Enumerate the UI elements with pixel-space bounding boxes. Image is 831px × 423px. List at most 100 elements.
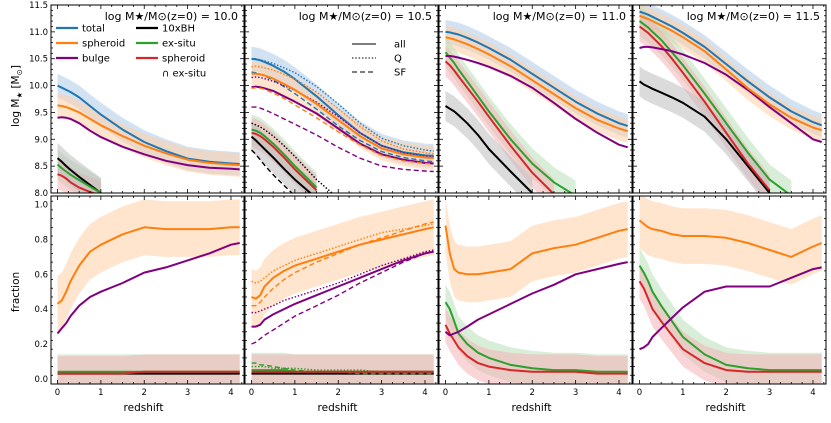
x-tick-label: 1 <box>680 388 685 398</box>
x-axis: 0 1 2 3 4 redshift <box>249 196 437 414</box>
y-tick-label: 1.0 <box>34 201 48 211</box>
y-tick-label: 10.0 <box>29 82 48 92</box>
band-spheroid <box>639 196 822 285</box>
x-tick-label: 3 <box>573 388 578 398</box>
series-10xBH <box>56 157 102 193</box>
panel-1-mass: 8.0 8.5 9.0 9.5 10.0 10.5 11.0 11.5 log M★/M⊙(z=… <box>29 1 245 199</box>
x-axis-label: redshift <box>706 402 746 414</box>
style-label: Q <box>394 54 402 65</box>
y-tick-label: 0.0 <box>34 375 48 385</box>
y-axis: 8.0 8.5 9.0 9.5 10.0 10.5 11.0 11.5 <box>29 1 244 199</box>
x-tick-label: 2 <box>530 388 535 398</box>
legend-label: bulge <box>82 54 110 65</box>
series-spheroid <box>444 225 628 276</box>
legend-label: 10xBH <box>162 24 195 35</box>
series-spheroid_all <box>251 72 434 160</box>
series-ex-situ <box>56 163 102 193</box>
style-legend: all Q SF <box>352 40 406 79</box>
style-label: all <box>394 40 406 51</box>
legend-label: spheroid <box>162 54 205 65</box>
panel-frame <box>50 4 245 194</box>
y-axis <box>245 200 438 385</box>
series-bulge_all <box>251 85 434 165</box>
legend-label: ex-situ <box>162 39 196 50</box>
x-axis-label: redshift <box>124 402 164 414</box>
band-10xBH <box>445 90 533 193</box>
series-total <box>445 30 628 127</box>
series-10xBH_all <box>250 135 312 193</box>
axis-labels: log M★ [M⊙] fraction <box>10 65 24 312</box>
series-ex-situ_SF <box>251 362 434 375</box>
series-bulge_SF <box>251 106 434 173</box>
plot-area <box>638 5 823 193</box>
panel-2-mass: log M★/M⊙(z=0) = 10.5 <box>244 4 439 194</box>
series-spheroid_exsitu <box>57 370 240 375</box>
panel-1-fraction: 0 1 2 3 4 redshift 0.0 0.2 0.4 0.6 0.8 1.0 <box>34 195 245 414</box>
x-axis-label: redshift <box>512 402 552 414</box>
y-tick-label: 0.8 <box>34 236 48 246</box>
band-spheroid <box>57 199 240 332</box>
x-tick-label: 3 <box>767 388 772 398</box>
series-spheroid <box>56 226 240 305</box>
x-axis <box>639 5 825 193</box>
y-tick-label: 9.0 <box>34 135 48 145</box>
series-spheroid_exsitu_all <box>251 131 318 192</box>
series-bulge <box>639 266 822 351</box>
series-bulge <box>444 261 628 337</box>
y-tick-label: 11.5 <box>29 1 48 11</box>
series-spheroid <box>639 14 822 132</box>
series-spheroid_exsitu <box>444 60 555 193</box>
series-spheroid_all <box>251 226 434 300</box>
series-spheroid_SF <box>251 221 434 307</box>
x-tick-label: 2 <box>724 388 729 398</box>
panel-frame <box>50 195 245 385</box>
x-tick-label: 0 <box>249 388 254 398</box>
series-ex-situ <box>638 265 822 372</box>
series-spheroid_exsitu <box>638 280 822 373</box>
plot-area <box>56 199 240 384</box>
series-ex-situ_all <box>251 128 318 189</box>
band-10xBH <box>57 143 101 193</box>
legend-label: ∩ ex-situ <box>162 69 206 80</box>
y-axis: 0.0 0.2 0.4 0.6 0.8 1.0 <box>34 201 244 385</box>
panel-frame <box>632 195 827 385</box>
series-bulge_SF <box>251 251 434 345</box>
y-tick-label: 0.4 <box>34 305 48 315</box>
x-tick-label: 3 <box>379 388 384 398</box>
x-tick-label: 0 <box>637 388 642 398</box>
x-axis: 0 1 2 3 4 redshift <box>55 196 243 414</box>
plot-area <box>638 196 823 384</box>
band-spheroid_exsitu <box>639 263 822 384</box>
x-axis: 0 1 2 3 4 redshift <box>443 196 631 414</box>
series-spheroid_Q <box>251 223 434 284</box>
x-tick-label: 0 <box>55 388 60 398</box>
style-label: SF <box>394 68 406 79</box>
x-tick-label: 3 <box>185 388 190 398</box>
y-tick-label: 8.0 <box>34 189 48 199</box>
x-tick-label: 2 <box>336 388 341 398</box>
y-tick-label: 11.0 <box>29 28 48 38</box>
x-axis: 0 1 2 3 4 redshift <box>637 196 825 414</box>
series-spheroid_exsitu <box>444 324 628 375</box>
series-spheroid_SF <box>251 87 434 165</box>
x-tick-label: 4 <box>228 388 233 398</box>
series-bulge_all <box>251 250 434 328</box>
panel-frame <box>438 195 633 385</box>
x-tick-label: 4 <box>616 388 621 398</box>
y-tick-label: 0.6 <box>34 270 48 280</box>
plot-area <box>251 199 434 384</box>
series-total_all <box>251 57 434 157</box>
series-ex-situ <box>638 20 790 193</box>
series-spheroid_exsitu <box>638 25 771 191</box>
panel-2-fraction: 0 1 2 3 4 redshift <box>244 195 439 414</box>
band-spheroid <box>445 197 628 303</box>
y-tick-label: 9.5 <box>34 108 48 118</box>
band-spheroid_exsitu <box>445 307 628 384</box>
x-tick-label: 1 <box>486 388 491 398</box>
plot-area <box>444 197 628 384</box>
series-total <box>57 84 240 165</box>
y-tick-label: 0.2 <box>34 340 48 350</box>
series-10xBH <box>638 80 771 193</box>
